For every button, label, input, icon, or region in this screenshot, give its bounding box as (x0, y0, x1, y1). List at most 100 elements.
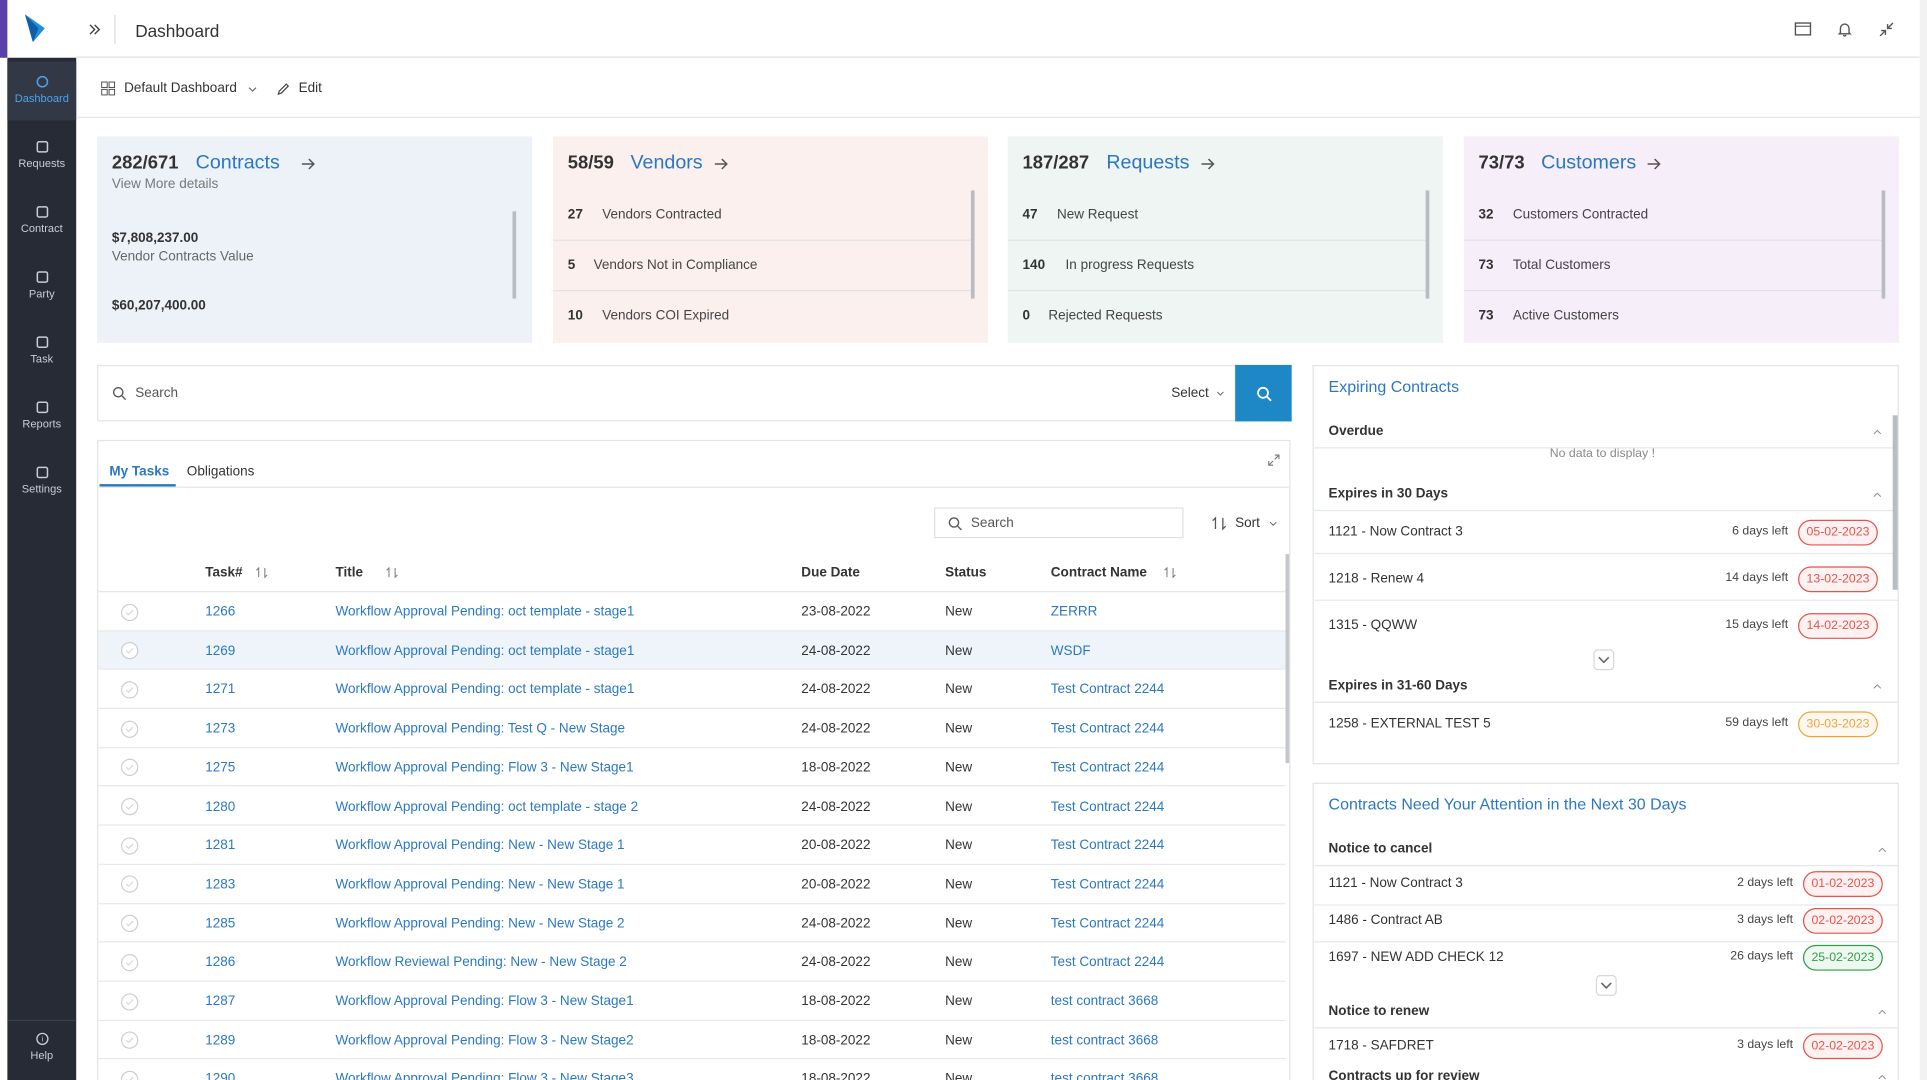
sidebar-item[interactable]: Settings (7, 452, 76, 511)
task-number[interactable]: 1286 (205, 955, 236, 970)
notification-icon[interactable] (1836, 21, 1853, 38)
column-header[interactable]: Contract Name (1050, 565, 1147, 580)
task-number[interactable]: 1289 (205, 1032, 236, 1048)
task-number[interactable]: 1271 (205, 682, 236, 698)
group-toggle[interactable] (1876, 844, 1887, 855)
task-checkbox[interactable] (120, 1070, 138, 1080)
task-checkbox[interactable] (120, 836, 138, 855)
task-title[interactable]: Workflow Approval Pending: Test Q - New … (335, 721, 626, 737)
group-toggle[interactable] (1871, 488, 1882, 499)
task-number[interactable]: 1275 (205, 760, 236, 776)
task-checkbox[interactable] (120, 642, 138, 660)
search-select[interactable]: Select (1171, 385, 1209, 401)
sidebar-item[interactable]: Contract (7, 192, 76, 251)
task-checkbox[interactable] (120, 875, 138, 894)
task-title[interactable]: Workflow Approval Pending: oct template … (335, 643, 635, 659)
contract-name[interactable]: Test Contract 2244 (1050, 721, 1165, 737)
task-checkbox[interactable] (120, 603, 138, 621)
contract-item[interactable]: 1315 - QQWW (1328, 618, 1418, 633)
contract-item[interactable]: 1121 - Now Contract 3 (1328, 524, 1463, 540)
sort-icon[interactable] (1212, 516, 1227, 531)
contract-item[interactable]: 1218 - Renew 4 (1328, 571, 1425, 587)
sidebar-item[interactable]: Dashboard (7, 61, 77, 121)
task-checkbox[interactable] (120, 758, 138, 777)
dashboard-select[interactable]: Default Dashboard (124, 81, 237, 96)
sort-button[interactable]: Sort (1235, 516, 1260, 531)
task-checkbox[interactable] (120, 720, 138, 738)
task-title[interactable]: Workflow Reviewal Pending: New - New Sta… (335, 955, 627, 970)
task-title[interactable]: Workflow Approval Pending: Flow 3 - New … (335, 1032, 634, 1048)
sidebar-item[interactable]: Party (7, 257, 76, 316)
sidebar-item[interactable]: Task (7, 322, 76, 381)
column-sort[interactable] (256, 566, 268, 579)
task-title[interactable]: Workflow Approval Pending: oct template … (335, 799, 639, 815)
card-title[interactable]: Contracts (195, 152, 280, 174)
contract-item[interactable]: 1258 - EXTERNAL TEST 5 (1328, 716, 1491, 732)
task-number[interactable]: 1287 (205, 994, 236, 1009)
contract-name[interactable]: test contract 3668 (1050, 1032, 1159, 1048)
show-more[interactable] (1595, 974, 1617, 996)
contract-item[interactable]: 1121 - Now Contract 3 (1328, 876, 1463, 891)
card-arrow[interactable] (299, 155, 315, 171)
sidebar-item[interactable]: Requests (7, 127, 76, 186)
search-input[interactable]: Search (135, 385, 179, 401)
display-icon[interactable] (1794, 21, 1812, 38)
dropdown-chevron[interactable] (246, 83, 257, 94)
search-button[interactable] (1235, 364, 1292, 422)
contract-name[interactable]: Test Contract 2244 (1050, 760, 1165, 776)
task-title[interactable]: Workflow Approval Pending: oct template … (335, 604, 635, 620)
contract-item[interactable]: 1718 - SAFDRET (1328, 1038, 1434, 1053)
card-arrow[interactable] (712, 155, 728, 171)
contract-item[interactable]: 1697 - NEW ADD CHECK 12 (1328, 949, 1504, 965)
tab[interactable]: Obligations (186, 464, 255, 480)
contract-name[interactable]: test contract 3668 (1050, 994, 1159, 1009)
task-number[interactable]: 1285 (205, 916, 236, 931)
logo[interactable] (21, 12, 53, 44)
task-checkbox[interactable] (120, 992, 138, 1011)
task-title[interactable]: Workflow Approval Pending: Flow 3 - New … (335, 760, 634, 776)
task-number[interactable]: 1269 (205, 643, 236, 659)
sidebar-item[interactable]: Reports (7, 387, 76, 446)
task-checkbox[interactable] (120, 797, 138, 816)
task-checkbox[interactable] (120, 681, 138, 699)
column-sort[interactable] (1164, 566, 1176, 579)
contract-name[interactable]: Test Contract 2244 (1050, 682, 1165, 698)
column-header[interactable]: Task# (205, 565, 243, 580)
show-more[interactable] (1593, 649, 1615, 671)
task-title[interactable]: Workflow Approval Pending: Flow 3 - New … (335, 994, 634, 1009)
task-checkbox[interactable] (120, 914, 138, 933)
edit-icon[interactable] (275, 80, 291, 96)
card-title[interactable]: Vendors (630, 152, 703, 174)
group-toggle[interactable] (1871, 426, 1882, 437)
contract-name[interactable]: Test Contract 2244 (1050, 838, 1165, 853)
card-title[interactable]: Requests (1106, 152, 1190, 174)
column-sort[interactable] (386, 566, 398, 579)
collapse-icon[interactable] (1878, 21, 1895, 38)
contract-name[interactable]: Test Contract 2244 (1050, 955, 1165, 970)
contract-name[interactable]: WSDF (1050, 643, 1091, 659)
group-toggle[interactable] (1876, 1071, 1887, 1080)
task-number[interactable]: 1283 (205, 877, 236, 892)
card-title[interactable]: Customers (1541, 152, 1637, 174)
task-search-input[interactable]: Search (970, 516, 1014, 531)
column-header[interactable]: Due Date (801, 565, 860, 580)
card-arrow[interactable] (1645, 155, 1661, 171)
task-checkbox[interactable] (120, 1031, 138, 1049)
contract-name[interactable]: Test Contract 2244 (1050, 916, 1165, 931)
task-number[interactable]: 1290 (205, 1071, 236, 1080)
expand-panel[interactable] (1266, 453, 1280, 467)
edit-button[interactable]: Edit (298, 81, 322, 96)
task-title[interactable]: Workflow Approval Pending: Flow 3 - New … (335, 1071, 634, 1080)
task-checkbox[interactable] (120, 953, 138, 972)
task-title[interactable]: Workflow Approval Pending: New - New Sta… (335, 877, 625, 892)
contract-name[interactable]: Test Contract 2244 (1050, 799, 1165, 815)
task-title[interactable]: Workflow Approval Pending: New - New Sta… (335, 838, 625, 853)
group-toggle[interactable] (1876, 1006, 1887, 1017)
card-arrow[interactable] (1199, 155, 1215, 171)
contract-name[interactable]: ZERRR (1050, 604, 1098, 620)
contract-item[interactable]: 1486 - Contract AB (1328, 912, 1443, 928)
help-icon[interactable]: i (35, 1031, 49, 1045)
task-title[interactable]: Workflow Approval Pending: New - New Sta… (335, 916, 625, 931)
task-number[interactable]: 1280 (205, 799, 236, 815)
task-number[interactable]: 1273 (205, 721, 236, 737)
